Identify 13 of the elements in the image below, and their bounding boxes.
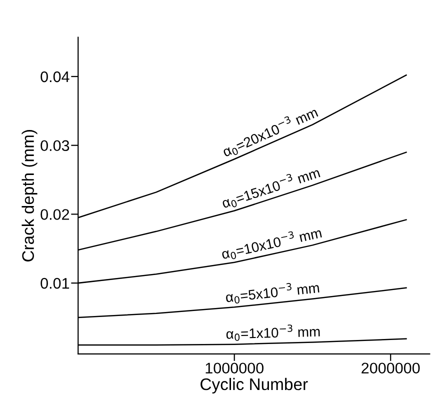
text: α$_{0}$=20x10$^{−3}$ mm	[220, 104, 320, 160]
y-axis-title: Crack depth (mm)	[22, 130, 38, 262]
y-tick-label: 0.02	[40, 209, 70, 220]
y-tick-label: 0.01	[40, 278, 70, 289]
series-label: α$_{0}$=1x10$^{−3}$ mm	[226, 324, 320, 342]
x-tick-label: 1000000	[206, 362, 264, 374]
text: α$_{0}$=15x10$^{−3}$ mm	[220, 164, 322, 210]
text: α$_{0}$=5x10$^{−3}$ mm	[225, 280, 320, 305]
y-tick-label: 0.03	[40, 140, 70, 152]
y-tick-label: 0.04	[40, 71, 70, 82]
x-axis-title: Cyclic Number	[200, 378, 308, 394]
text: α$_{0}$=10x10$^{−3}$ mm	[220, 225, 322, 262]
x-tick-label: 2000000	[362, 362, 420, 374]
